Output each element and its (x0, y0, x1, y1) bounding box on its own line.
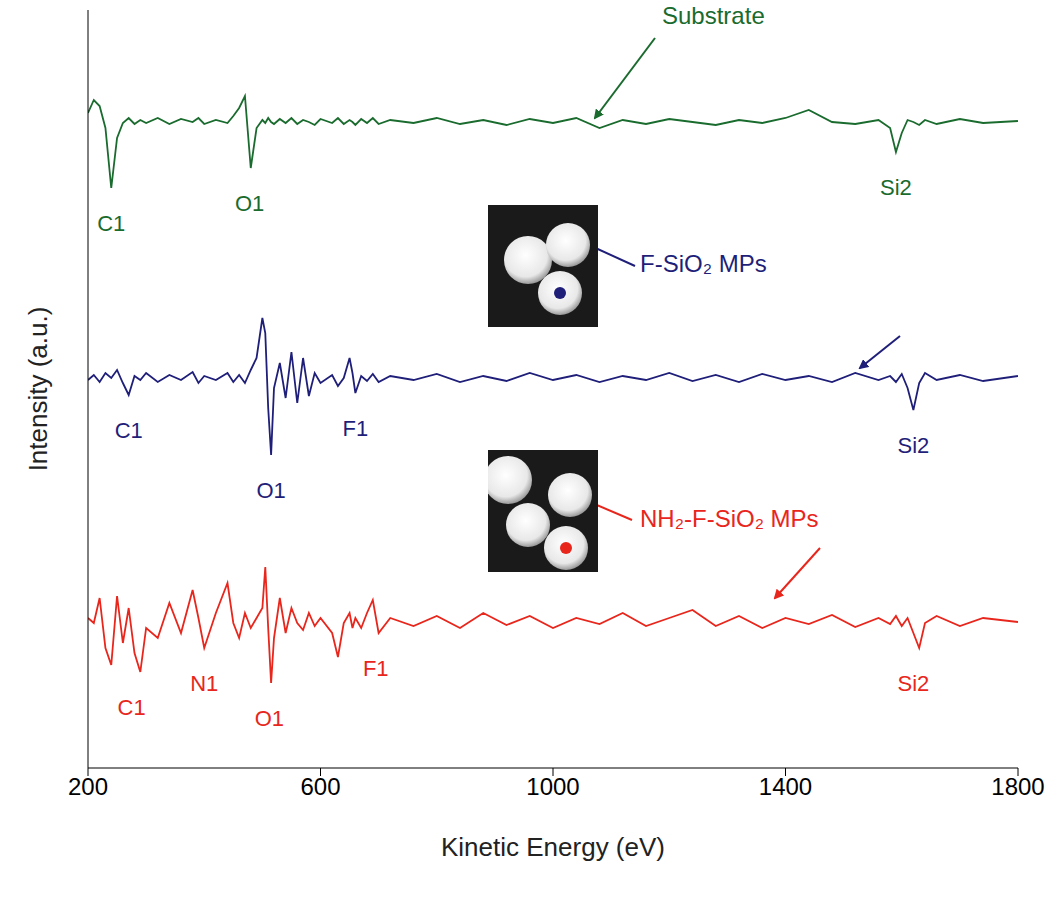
svg-text:200: 200 (68, 773, 108, 800)
svg-text:Kinetic Energy (eV): Kinetic Energy (eV) (441, 832, 665, 862)
html-text:NH₂-F-SiO₂ MPs: NH₂-F-SiO₂ MPs (640, 505, 819, 532)
svg-text:F1: F1 (343, 416, 369, 441)
svg-text:O1: O1 (256, 478, 285, 503)
svg-text:C1: C1 (115, 418, 143, 443)
html-text:Substrate: Substrate (662, 2, 765, 29)
html-text:F-SiO₂ MPs: F-SiO₂ MPs (640, 250, 767, 277)
svg-text:C1: C1 (118, 695, 146, 720)
svg-text:1800: 1800 (991, 773, 1044, 800)
svg-text:Intensity (a.u.): Intensity (a.u.) (23, 307, 53, 472)
svg-text:Si2: Si2 (880, 175, 912, 200)
svg-text:N1: N1 (190, 671, 218, 696)
svg-text:C1: C1 (97, 211, 125, 236)
svg-text:1000: 1000 (526, 773, 579, 800)
svg-text:1400: 1400 (759, 773, 812, 800)
svg-text:Si2: Si2 (897, 433, 929, 458)
svg-text:O1: O1 (235, 191, 264, 216)
svg-text:600: 600 (300, 773, 340, 800)
svg-text:Si2: Si2 (897, 671, 929, 696)
svg-text:F1: F1 (363, 656, 389, 681)
svg-text:O1: O1 (255, 706, 284, 731)
